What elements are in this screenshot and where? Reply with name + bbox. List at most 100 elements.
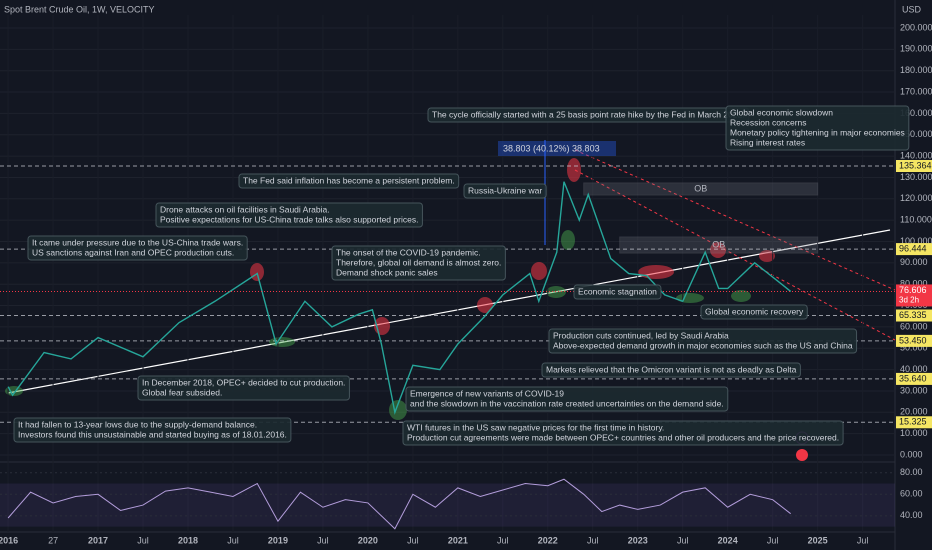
level-label-bg	[896, 334, 932, 347]
annotation-text: It had fallen to 13-year lows due to the…	[18, 419, 257, 429]
y-tick-label: 90.000	[900, 257, 928, 267]
x-tick-label: 2022	[538, 535, 558, 545]
x-tick-label: Jul	[407, 535, 419, 545]
annotation: Russia-Ukraine war	[463, 183, 547, 199]
annotation-box	[155, 202, 423, 228]
annotation-text: Global economic slowdown	[730, 107, 833, 117]
countdown: 3d 2h	[899, 296, 919, 305]
annotation-text: Positive expectations for US-China trade…	[160, 214, 418, 224]
x-tick-label: Jul	[767, 535, 779, 545]
x-tick-label: 2017	[88, 535, 108, 545]
x-tick-label: 2020	[358, 535, 378, 545]
highlight	[250, 263, 264, 281]
y-tick-label: 50.000	[900, 343, 928, 353]
ob-zone	[583, 182, 819, 196]
x-tick-label: Jul	[227, 535, 239, 545]
annotation: Emergence of new variants of COVID-19and…	[405, 386, 729, 412]
annotation: It had fallen to 13-year lows due to the…	[13, 417, 292, 443]
annotation-text: Investors found this unsustainable and s…	[18, 429, 287, 439]
annotation-box	[541, 362, 801, 378]
annotation-box	[137, 375, 350, 401]
ob-label: OB	[694, 183, 707, 193]
currency: USD	[902, 4, 922, 14]
highlight	[710, 242, 726, 258]
x-tick-label: Jul	[317, 535, 329, 545]
highlight	[269, 337, 295, 347]
highlight	[676, 293, 704, 303]
highlight	[567, 158, 581, 182]
y-tick-label: 170.000	[900, 86, 932, 96]
highlight	[731, 290, 751, 302]
level-label: 35.640	[899, 373, 927, 383]
annotation-text: WTI futures in the US saw negative price…	[407, 422, 664, 432]
annotation-text: Emergence of new variants of COVID-19	[410, 388, 564, 398]
x-tick-label: 2021	[448, 535, 468, 545]
annotation-box	[402, 420, 844, 446]
icon[interactable]	[796, 449, 808, 461]
x-tick-label: 2016	[0, 535, 18, 545]
y-tick-label: 60.000	[900, 321, 928, 331]
y-tick-label: 120.000	[900, 193, 932, 203]
y-tick-label: 80.000	[900, 279, 928, 289]
y-tick-label: 10.000	[900, 428, 928, 438]
y-tick-label: 190.000	[900, 44, 932, 54]
annotation-text: and the slowdown in the vaccination rate…	[410, 398, 724, 408]
highlight	[546, 286, 566, 298]
annotation: The cycle officially started with a 25 b…	[427, 107, 750, 123]
annotation-box	[700, 304, 808, 320]
annotation-box	[27, 235, 248, 261]
level-label-bg	[896, 159, 932, 172]
highlight	[759, 250, 775, 262]
annotation-text: It came under pressure due to the US-Chi…	[32, 237, 243, 247]
highlight	[561, 230, 575, 250]
annotation-text: Demand shock panic sales	[336, 267, 438, 277]
level-label: 53.450	[899, 335, 927, 345]
level-label-bg	[896, 309, 932, 322]
y-tick-label: 100.000	[900, 236, 932, 246]
x-tick-label: Jul	[857, 535, 869, 545]
annotation-box	[725, 105, 910, 151]
annotation-text: Russia-Ukraine war	[468, 185, 542, 195]
annotation-text: Drone attacks on oil facilities in Saudi…	[160, 204, 330, 214]
measure-label: 38.803 (40.12%) 38.803	[503, 143, 600, 153]
ob-zone	[619, 236, 819, 254]
annotation-text: Recession concerns	[730, 117, 807, 127]
x-tick-label: 2019	[268, 535, 288, 545]
annotation-box	[405, 386, 729, 412]
highlight	[531, 262, 547, 280]
x-tick-label: Jul	[587, 535, 599, 545]
x-tick-label: 27	[48, 535, 58, 545]
y-tick-label: 140.000	[900, 150, 932, 160]
annotation-box	[573, 284, 662, 300]
last-price-bg	[896, 284, 932, 307]
annotation: Global economic recovery	[700, 304, 808, 320]
annotation: Economic stagnation	[573, 284, 662, 300]
x-tick-label: 2018	[178, 535, 198, 545]
annotation-text: Global economic recovery	[705, 306, 804, 316]
annotation-text: The cycle officially started with a 25 b…	[432, 109, 745, 119]
highlight	[638, 265, 674, 279]
annotation-text: Therefore, global oil demand is almost z…	[336, 257, 501, 267]
highlight	[477, 297, 493, 313]
y-tick-label: 40.000	[900, 364, 928, 374]
x-tick-label: Jul	[677, 535, 689, 545]
annotation: The onset of the COVID-19 pandemic.There…	[331, 245, 506, 281]
annotation-text: Monetary policy tightening in major econ…	[730, 127, 905, 137]
annotation: Drone attacks on oil facilities in Saudi…	[155, 202, 423, 228]
y-tick-label: 20.000	[900, 407, 928, 417]
x-tick-label: 2024	[718, 535, 738, 545]
annotation-box	[238, 173, 460, 189]
annotation-text: Production cut agreements were made betw…	[407, 432, 839, 442]
annotation-text: In December 2018, OPEC+ decided to cut p…	[142, 377, 345, 387]
rsi-band	[0, 483, 895, 527]
annotation: WTI futures in the US saw negative price…	[402, 420, 844, 446]
trend-line	[7, 229, 891, 394]
annotation: It came under pressure due to the US-Chi…	[27, 235, 248, 261]
channel-line	[574, 149, 896, 291]
x-tick-label: Jul	[497, 535, 509, 545]
level-label: 96.444	[899, 243, 927, 253]
level-label: 15.325	[899, 417, 927, 427]
